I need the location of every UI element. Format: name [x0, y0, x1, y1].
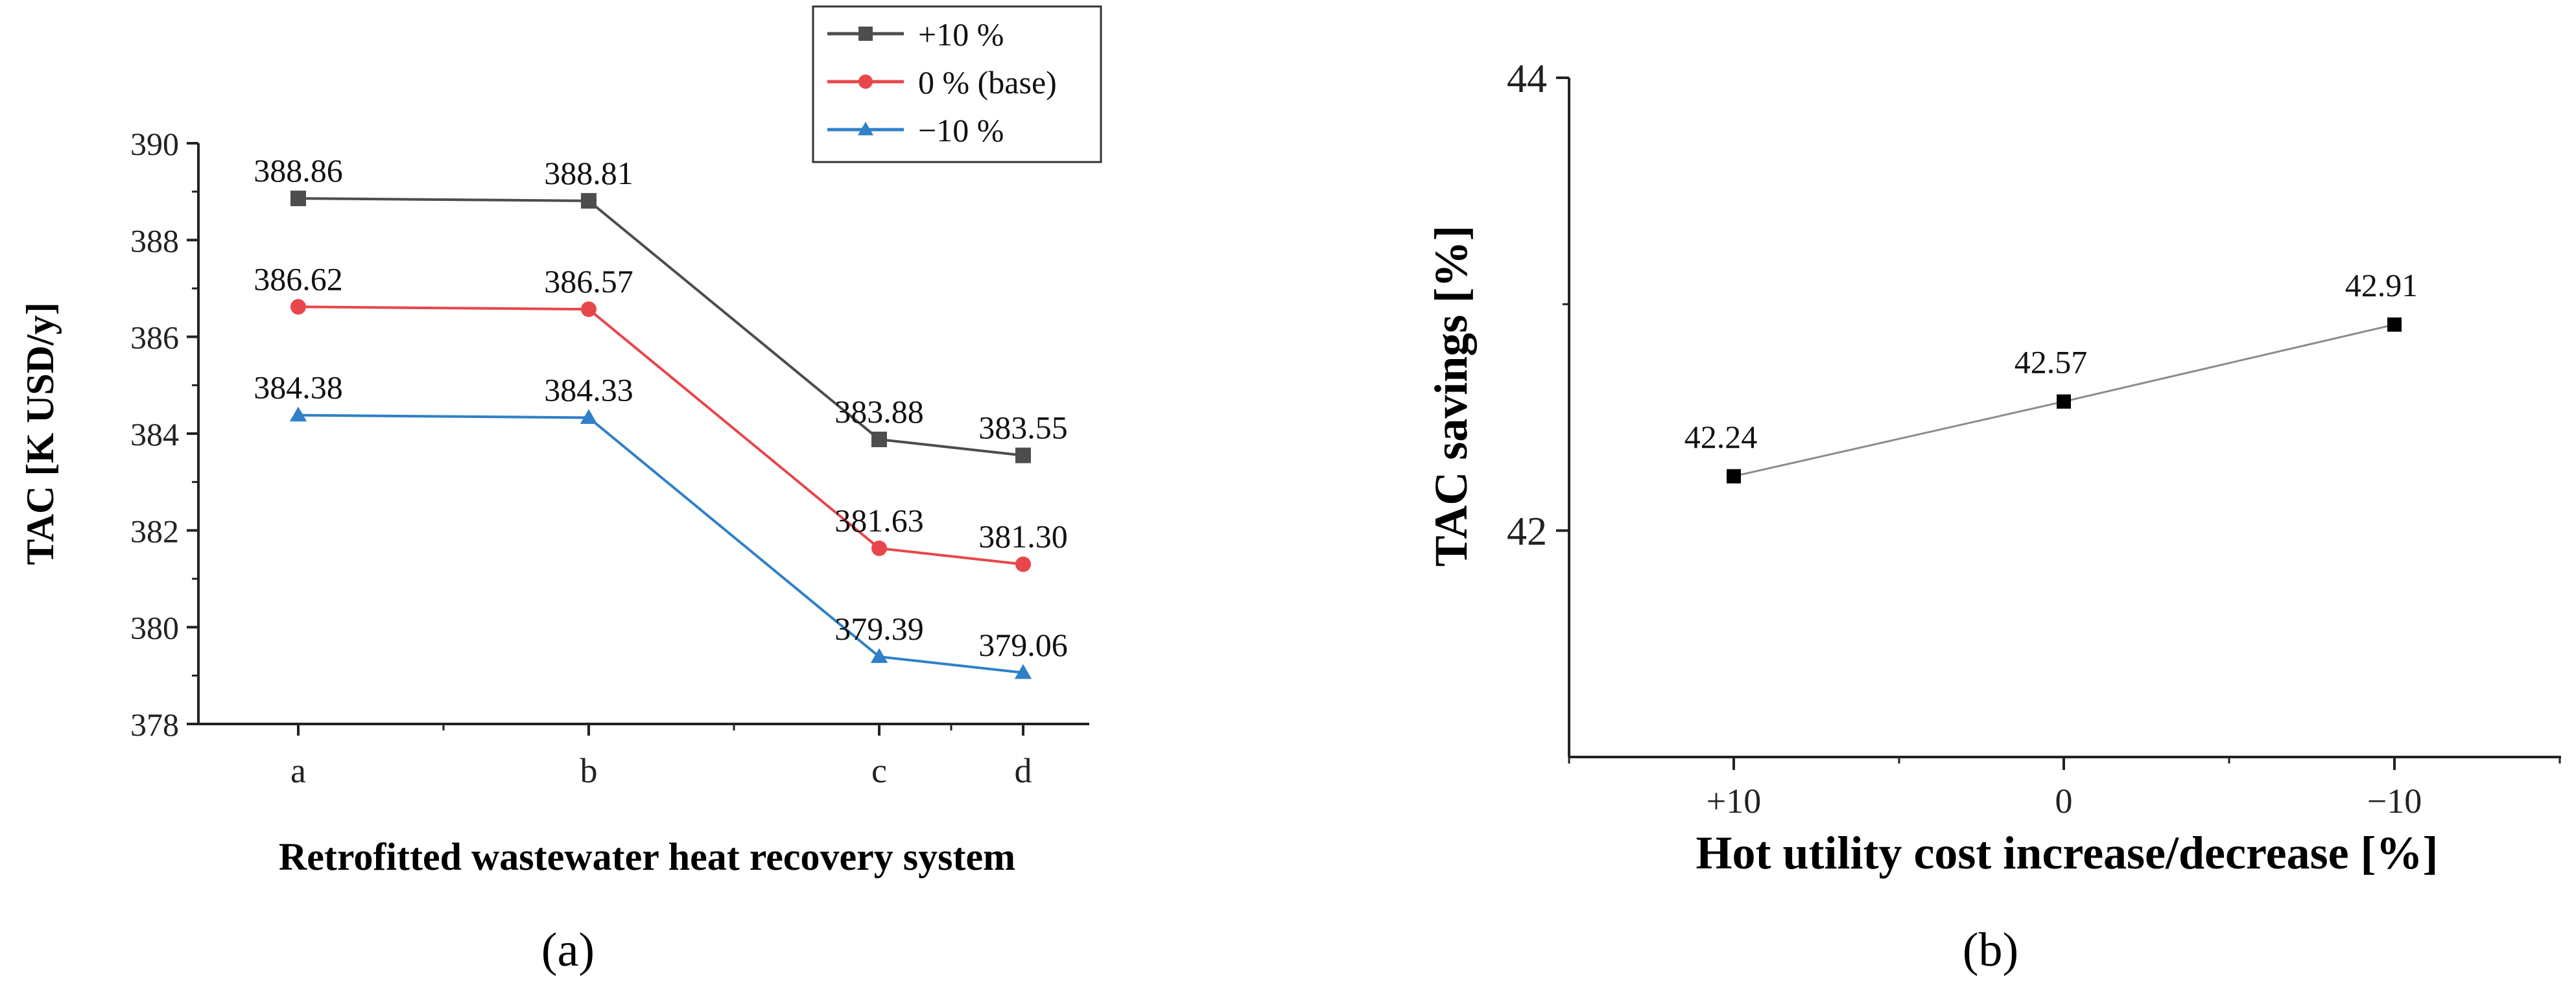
- data-label: 379.39: [834, 611, 924, 647]
- data-point: [1014, 664, 1032, 679]
- legend-marker: [858, 27, 873, 41]
- data-point: [2057, 394, 2071, 409]
- panel-a-y-axis-title: TAC [K USD/y]: [19, 302, 62, 565]
- legend-label: −10 %: [918, 112, 1004, 148]
- data-label: 42.91: [2345, 267, 2418, 303]
- legend-label: +10 %: [918, 16, 1004, 52]
- data-label: 384.33: [544, 371, 633, 408]
- panel-a-x-axis-title: Retrofitted wastewater heat recovery sys…: [279, 835, 1015, 878]
- x-tick-label: +10: [1707, 782, 1761, 821]
- y-tick-label: 390: [130, 126, 179, 162]
- data-label: 384.38: [254, 369, 343, 406]
- panel-b-caption: (b): [1963, 924, 2018, 977]
- y-tick-label: 382: [130, 513, 179, 549]
- data-point: [1015, 447, 1031, 463]
- data-point: [1727, 469, 1741, 484]
- x-tick-label: −10: [2367, 782, 2422, 821]
- data-point: [581, 192, 597, 209]
- x-tick-label: c: [871, 751, 887, 790]
- data-point: [871, 431, 887, 447]
- legend-marker: [857, 121, 874, 135]
- series-line: [298, 414, 1024, 674]
- y-tick-label: 42: [1507, 510, 1547, 554]
- data-label: 388.86: [254, 152, 343, 189]
- data-point: [289, 406, 307, 422]
- data-point: [580, 409, 598, 424]
- data-point: [290, 299, 306, 315]
- panel-a-caption: (a): [541, 924, 595, 977]
- x-tick-label: a: [290, 751, 306, 790]
- data-label: 388.81: [544, 155, 633, 191]
- data-label: 381.63: [834, 502, 924, 539]
- x-tick-label: b: [580, 751, 598, 790]
- data-label: 386.62: [254, 261, 343, 297]
- data-label: 383.88: [834, 393, 924, 430]
- data-point: [870, 648, 888, 663]
- y-tick-label: 384: [130, 416, 179, 452]
- data-point: [290, 191, 306, 207]
- data-label: 386.57: [544, 263, 633, 299]
- x-tick-label: d: [1015, 751, 1032, 790]
- panel-a-legend: +10 % 0 % (base) −10 %: [812, 5, 1102, 163]
- panel-b-x-axis-title: Hot utility cost increase/decrease [%]: [1696, 827, 2438, 879]
- data-point: [581, 301, 597, 318]
- panel-a-chart: 378 380 382 384 386 388 390 a b c d 388.86 388.81 3…: [19, 5, 1102, 977]
- data-point: [871, 540, 887, 556]
- legend-marker: [858, 75, 873, 89]
- series-line: [298, 197, 1024, 457]
- panel-b-chart: 42 44 +10 0 −10 42.24 42.57 42.91 TAC savings…: [1425, 57, 2561, 977]
- x-tick-label: 0: [2055, 782, 2073, 821]
- y-tick-label: 378: [130, 706, 179, 743]
- y-tick-label: 386: [130, 320, 179, 356]
- y-tick-label: 380: [130, 610, 179, 646]
- y-tick-label: 44: [1507, 57, 1547, 101]
- panel-b-y-axis-title: TAC savings [%]: [1425, 226, 1477, 567]
- series-line: [298, 305, 1024, 566]
- data-label: 379.06: [978, 627, 1068, 663]
- data-label: 42.24: [1684, 419, 1758, 455]
- data-point: [1015, 556, 1031, 572]
- data-point: [2387, 317, 2402, 332]
- y-tick-label: 388: [130, 222, 179, 259]
- data-label: 383.55: [978, 410, 1068, 446]
- legend-label: 0 % (base): [918, 64, 1057, 100]
- data-label: 381.30: [978, 519, 1068, 555]
- data-label: 42.57: [2015, 344, 2088, 380]
